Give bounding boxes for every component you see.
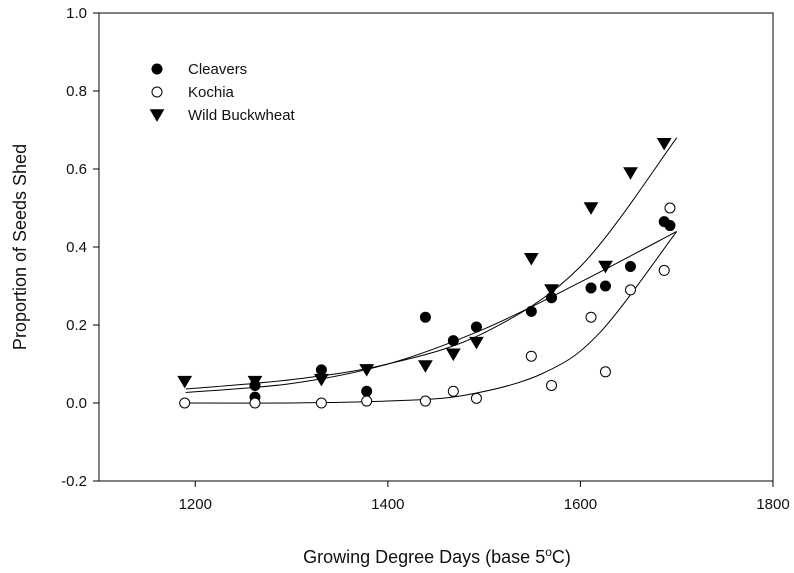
legend-label-cleavers: Cleavers: [188, 61, 247, 78]
wild-buckwheat-point: [656, 137, 672, 151]
legend-marker-cleavers: [151, 63, 163, 75]
x-tick-label: 1400: [371, 496, 404, 513]
legend-marker-wild-buckwheat: [149, 109, 165, 122]
x-tick-label: 1200: [179, 496, 212, 513]
wild-buckwheat-point: [247, 375, 263, 389]
y-axis-title: Proportion of Seeds Shed: [10, 144, 30, 350]
cleavers-point: [585, 282, 597, 294]
wild-buckwheat-point: [177, 375, 193, 389]
cleavers-fit-line: [185, 230, 677, 393]
kochia-point: [599, 366, 611, 378]
y-tick-label: 0.8: [66, 83, 87, 100]
x-tick-label: 1800: [756, 496, 789, 513]
kochia-point: [447, 385, 459, 397]
wild-buckwheat-fit-line: [185, 137, 678, 390]
kochia-point: [419, 395, 431, 407]
wild-buckwheat-point: [359, 364, 375, 377]
y-tick-label: 0.0: [66, 395, 87, 412]
cleavers-point: [470, 321, 482, 333]
legend-label-kochia: Kochia: [188, 84, 235, 101]
x-tick-label: 1600: [564, 496, 597, 513]
cleavers-point: [664, 220, 676, 232]
wild-buckwheat-point: [623, 167, 638, 180]
cleavers-point: [419, 311, 431, 323]
y-tick-label: 0.2: [66, 317, 87, 334]
cleavers-point: [447, 335, 459, 347]
y-tick-label: 1.0: [66, 5, 87, 22]
kochia-point: [658, 264, 670, 276]
cleavers-point: [624, 261, 636, 272]
legend-label-wild-buckwheat: Wild Buckwheat: [188, 107, 296, 124]
wild-buckwheat-point: [598, 260, 613, 274]
fit-lines: [185, 137, 678, 404]
y-tick-label: 0.6: [66, 161, 87, 178]
data-points: [177, 137, 676, 409]
cleavers-point: [315, 364, 327, 376]
kochia-point: [546, 379, 558, 391]
wild-buckwheat-point: [418, 360, 433, 373]
y-tick-label: -0.2: [61, 473, 87, 490]
kochia-point: [315, 397, 327, 409]
kochia-point: [585, 311, 597, 323]
axis-ticks: -0.2 0.0 0.2 0.4 0.6 0.8 1.0 1200 1400 1600 1800: [61, 5, 790, 513]
wild-buckwheat-point: [544, 284, 559, 297]
cleavers-point: [525, 305, 537, 317]
cleavers-point: [361, 385, 373, 397]
wild-buckwheat-point: [445, 348, 461, 362]
wild-buckwheat-point: [583, 202, 599, 215]
kochia-point: [664, 202, 676, 214]
legend-marker-kochia: [151, 86, 163, 98]
cleavers-point: [599, 280, 611, 292]
wild-buckwheat-point: [523, 253, 539, 266]
x-axis-title: Growing Degree Days (base 5oC): [303, 545, 571, 567]
kochia-fit-line: [185, 231, 678, 404]
y-tick-label: 0.4: [66, 239, 87, 256]
kochia-point: [470, 392, 482, 404]
kochia-point: [361, 395, 373, 407]
kochia-point: [249, 397, 261, 409]
wild-buckwheat-point: [469, 336, 484, 350]
legend: Cleavers Kochia Wild Buckwheat: [149, 61, 296, 124]
kochia-point: [179, 397, 191, 409]
kochia-point: [624, 284, 636, 296]
wild-buckwheat-point: [314, 373, 329, 387]
kochia-point: [525, 350, 537, 362]
